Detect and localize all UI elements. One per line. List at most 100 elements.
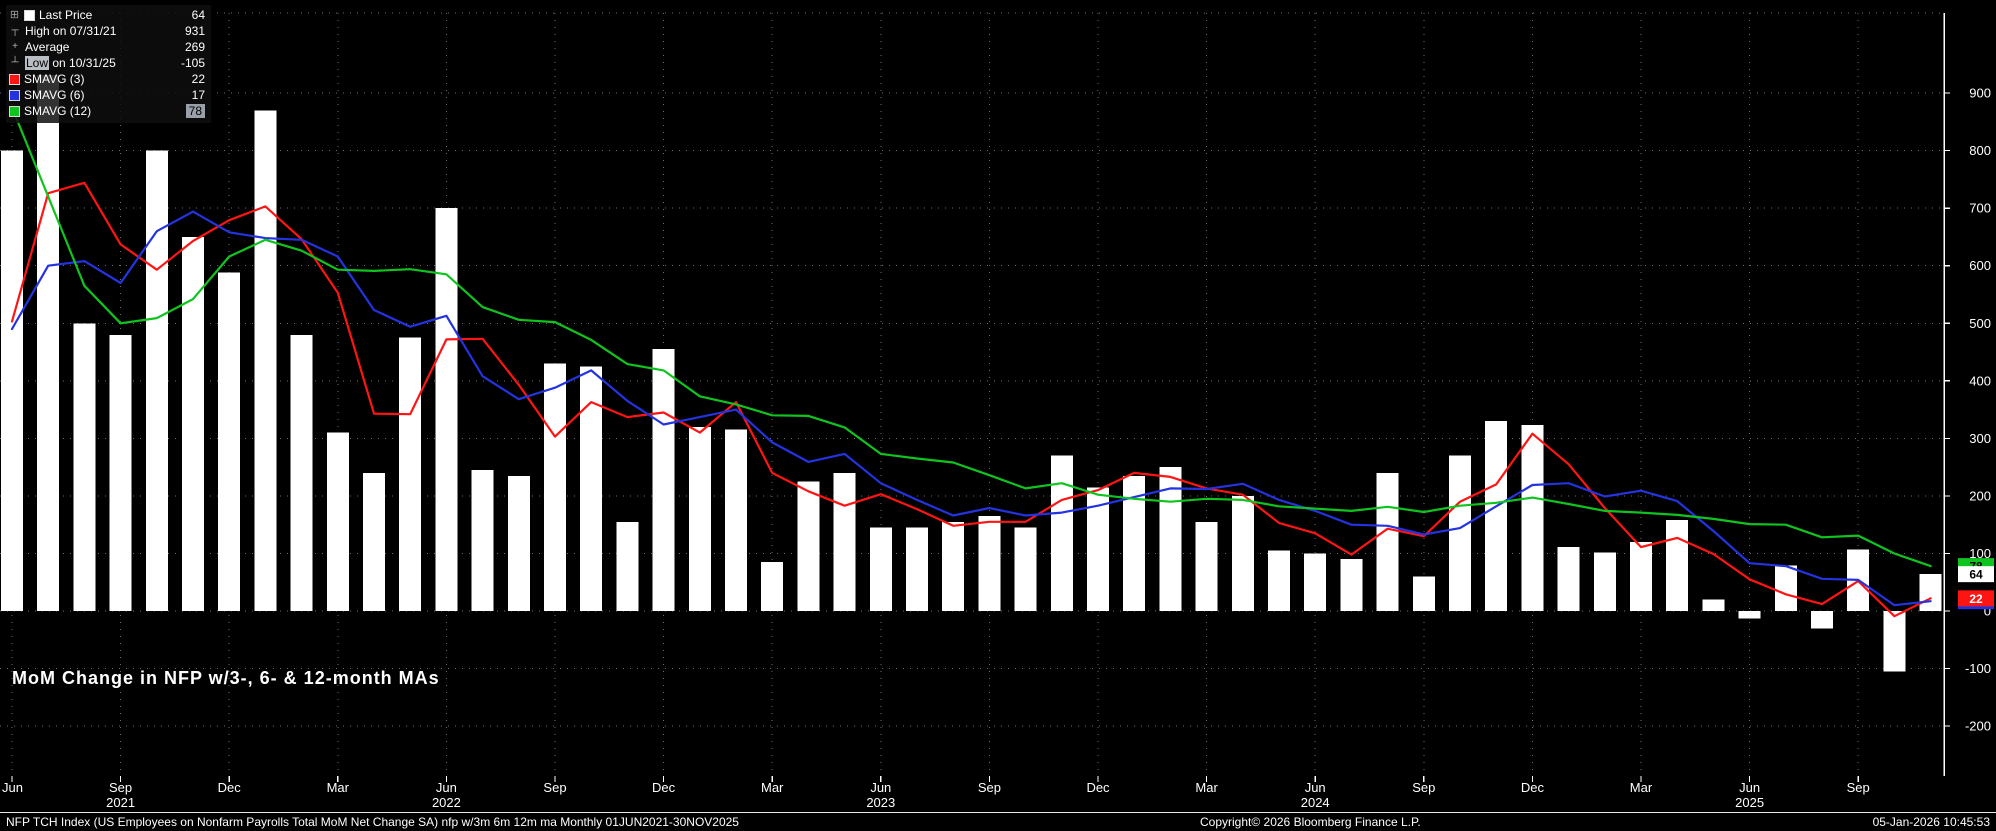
- bar-may-2024: [1268, 550, 1290, 611]
- bar-may-2025: [1702, 599, 1725, 611]
- bar-mar-2023: [761, 562, 784, 611]
- x-axis-month-label: Jun: [1305, 780, 1326, 795]
- bar-oct-2021: [145, 150, 168, 611]
- bar-mar-2022: [326, 432, 349, 611]
- bar-nov-2024: [1485, 421, 1508, 611]
- x-axis-year-label: 2021: [106, 795, 135, 810]
- smavg12-line: [10, 106, 1932, 568]
- bar-sep-2021: [109, 334, 132, 611]
- bar-apr-2024: [1231, 495, 1254, 611]
- bar-jul-2025: [1774, 565, 1797, 611]
- legend-row[interactable]: SMAVG (6) 17: [9, 87, 205, 103]
- bar-feb-2023: [725, 429, 747, 611]
- bar-aug-2023: [942, 521, 965, 611]
- axis-badge-label: 64: [1969, 568, 1983, 582]
- x-axis-year-label: 2024: [1301, 795, 1330, 810]
- legend-row[interactable]: SMAVG (3) 22: [9, 71, 205, 87]
- legend-swatch-icon: [9, 89, 20, 101]
- bar-feb-2022: [290, 334, 313, 611]
- x-axis-month-label: Sep: [1412, 780, 1435, 795]
- legend-label: SMAVG (6): [24, 88, 85, 102]
- bar-feb-2024: [1159, 467, 1182, 611]
- x-axis-month-label: Mar: [1195, 780, 1218, 795]
- x-axis-month-label: Dec: [218, 780, 242, 795]
- bar-jun-2024: [1304, 553, 1327, 611]
- x-axis-month-label: Dec: [652, 780, 676, 795]
- bar-may-2022: [399, 337, 422, 611]
- legend-swatch-icon: [9, 105, 20, 117]
- x-axis-month-label: Dec: [1521, 780, 1545, 795]
- axis-badge-label: 22: [1969, 592, 1983, 606]
- legend-value: 931: [184, 24, 205, 38]
- status-bar: NFP TCH Index (US Employees on Nonfarm P…: [0, 812, 1996, 831]
- x-axis-month-label: Mar: [761, 780, 784, 795]
- bar-mar-2024: [1195, 521, 1218, 611]
- y-axis-label: 200: [1969, 488, 1991, 503]
- x-axis-month-label: Jun: [436, 780, 457, 795]
- bar-jan-2022: [254, 110, 277, 611]
- bar-nov-2023: [1050, 455, 1073, 611]
- x-axis-month-label: Sep: [1847, 780, 1870, 795]
- bar-jun-2022: [435, 208, 458, 611]
- legend-label: High on 07/31/21: [25, 24, 117, 38]
- bar-dec-2024: [1521, 425, 1544, 611]
- legend-row[interactable]: ┴ Low on 10/31/25 -105: [9, 55, 205, 71]
- smavg6-line: [10, 210, 1932, 607]
- bar-sep-2022: [544, 363, 566, 611]
- legend-row[interactable]: SMAVG (12) 78: [9, 103, 205, 119]
- axis-badge-64: [1958, 566, 1994, 583]
- legend-row[interactable]: + Average 269: [9, 39, 205, 55]
- bar-feb-2025: [1593, 552, 1616, 611]
- legend-label: SMAVG (12): [24, 104, 92, 118]
- bar-jul-2023: [906, 527, 928, 611]
- bar-sep-2023: [978, 516, 1001, 611]
- legend-label: SMAVG (3): [24, 72, 85, 86]
- x-axis-month-label: Jun: [2, 780, 23, 795]
- bars-group: [1, 75, 1942, 672]
- legend-label: Average: [25, 40, 70, 54]
- x-axis-month-label: Mar: [1630, 780, 1653, 795]
- x-axis-year-label: 2023: [866, 795, 895, 810]
- y-axis-label: 600: [1969, 258, 1991, 273]
- bar-jan-2023: [688, 426, 711, 611]
- bar-aug-2025: [1811, 611, 1833, 629]
- legend-value: -105: [180, 56, 205, 70]
- legend-expand-icon[interactable]: ⊞: [9, 8, 20, 21]
- legend-marker-icon: +: [12, 41, 18, 52]
- x-axis-month-label: Jun: [870, 780, 891, 795]
- chart-legend[interactable]: ⊞ Last Price 64 ┬ High on 07/31/21 931 + Averag…: [6, 5, 211, 123]
- legend-marker-icon: ┴: [11, 57, 19, 68]
- footer-security-description: NFP TCH Index (US Employees on Nonfarm P…: [6, 815, 739, 829]
- x-axis-month-label: Dec: [1086, 780, 1110, 795]
- bar-sep-2024: [1412, 576, 1435, 611]
- legend-value: 269: [184, 40, 205, 54]
- bar-oct-2022: [580, 366, 603, 611]
- bar-jan-2024: [1123, 475, 1146, 611]
- smavg3-line: [10, 181, 1932, 618]
- legend-row[interactable]: ┬ High on 07/31/21 931: [9, 23, 205, 39]
- legend-row[interactable]: ⊞ Last Price 64: [9, 7, 205, 23]
- bar-dec-2022: [652, 349, 675, 611]
- bar-jul-2022: [471, 470, 494, 611]
- legend-value: 64: [191, 8, 205, 22]
- bar-jul-2024: [1340, 559, 1363, 611]
- y-axis-label: 800: [1969, 143, 1991, 158]
- y-axis-label: 100: [1969, 546, 1991, 561]
- footer-copyright: Copyright© 2026 Bloomberg Finance L.P.: [1200, 815, 1421, 829]
- bar-dec-2023: [1087, 487, 1109, 611]
- axis-badges: 78172264: [1958, 558, 1994, 610]
- axis-badge-22: [1958, 590, 1994, 607]
- legend-value: 17: [191, 88, 205, 102]
- bar-aug-2022: [507, 475, 530, 611]
- legend-value: 78: [185, 104, 205, 118]
- bar-aug-2024: [1376, 472, 1399, 611]
- x-axis-month-label: Jun: [1739, 780, 1760, 795]
- bar-aug-2021: [73, 323, 96, 611]
- bar-may-2023: [833, 472, 856, 611]
- y-axis: -200 -100 0 100 200 300 400 500 600 700 800 900: [1943, 13, 1991, 776]
- y-axis-label: 300: [1969, 431, 1991, 446]
- legend-label-highlight: Low: [25, 56, 50, 70]
- bar-oct-2023: [1014, 527, 1037, 611]
